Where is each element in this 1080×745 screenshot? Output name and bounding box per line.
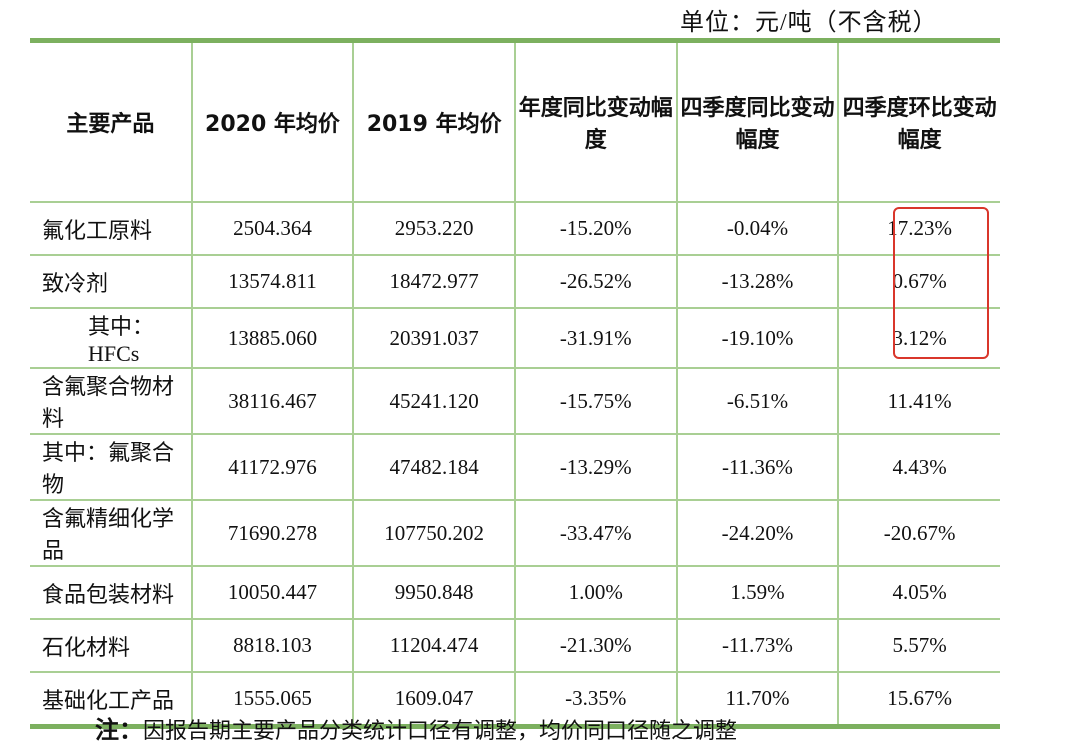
table-cell: -13.29% — [513, 433, 678, 501]
table-cell: 含氟精细化学品 — [30, 499, 193, 567]
header-text: 2020 年均价 — [205, 112, 340, 137]
header-cell: 年度同比变动幅度 — [513, 39, 678, 203]
table-cell: 含氟聚合物材料 — [30, 367, 193, 435]
table-cell: 38116.467 — [190, 367, 355, 435]
note-label: 注： — [95, 716, 143, 744]
table-cell: 10050.447 — [190, 565, 355, 620]
table-cell: -11.73% — [675, 618, 840, 673]
table-cell: 13885.060 — [190, 307, 355, 369]
table-cell: 15.67% — [837, 671, 1000, 728]
table-cell: -33.47% — [513, 499, 678, 567]
header-cell: 2019 年均价 — [352, 39, 516, 203]
highlight-box — [893, 207, 989, 359]
table-cell: 其中：氟聚合物 — [30, 433, 193, 501]
table-cell: 17.23% — [837, 201, 1000, 256]
table-cell: 1.59% — [675, 565, 840, 620]
table-cell: -6.51% — [675, 367, 840, 435]
header-cell: 四季度环比变动幅度 — [837, 39, 1000, 203]
header-row: 主要产品 2020 年均价 2019 年均价 年度同比变动幅度 四季度同比变动幅度 四季度… — [30, 39, 1000, 203]
table-cell: -3.35% — [513, 671, 678, 728]
table-cell: -31.91% — [513, 307, 678, 369]
table-cell: 8818.103 — [190, 618, 355, 673]
table-row: 其中：氟聚合物 41172.976 47482.184 -13.29% -11.36% 4… — [30, 433, 1000, 501]
table-row: 含氟精细化学品 71690.278 107750.202 -33.47% -24.20%… — [30, 499, 1000, 567]
header-text: 年度同比变动幅度 — [518, 96, 673, 153]
table-cell: 9950.848 — [352, 565, 516, 620]
note: 注：因报告期主要产品分类统计口径有调整，均价同口径随之调整 — [95, 710, 737, 745]
table-cell: 5.57% — [837, 618, 1000, 673]
table-cell: -21.30% — [513, 618, 678, 673]
table-cell: 18472.977 — [352, 254, 516, 309]
table-cell: -15.75% — [513, 367, 678, 435]
table-row: 食品包装材料 10050.447 9950.848 1.00% 1.59% 4.05% — [30, 565, 1000, 620]
header-text: 四季度环比变动幅度 — [842, 96, 997, 153]
table-cell: 基础化工产品 — [30, 671, 193, 728]
table-cell: 1555.065 — [190, 671, 355, 728]
table-row: 含氟聚合物材料 38116.467 45241.120 -15.75% -6.51% 11… — [30, 367, 1000, 435]
table-cell: 4.43% — [837, 433, 1000, 501]
table-row: 致冷剂 13574.811 18472.977 -26.52% -13.28% 0.67% — [30, 254, 1000, 309]
unit-label: 单位：元/吨（不含税） — [680, 10, 938, 36]
table-cell: 食品包装材料 — [30, 565, 193, 620]
header-cell: 四季度同比变动幅度 — [675, 39, 840, 203]
table-cell: -24.20% — [675, 499, 840, 567]
header-text: 主要产品 — [66, 112, 155, 137]
table-cell: 13574.811 — [190, 254, 355, 309]
table-cell: 氟化工原料 — [30, 201, 193, 256]
table-cell: 2953.220 — [352, 201, 516, 256]
table-cell: 45241.120 — [352, 367, 516, 435]
table-cell: 71690.278 — [190, 499, 355, 567]
table-cell: 41172.976 — [190, 433, 355, 501]
table-cell: -13.28% — [675, 254, 840, 309]
table-cell: 石化材料 — [30, 618, 193, 673]
table-cell: -20.67% — [837, 499, 1000, 567]
table-cell: 11204.474 — [352, 618, 516, 673]
header-text: 四季度同比变动幅度 — [680, 96, 835, 153]
table-row: 氟化工原料 2504.364 2953.220 -15.20% -0.04% 17.23% — [30, 201, 1000, 256]
table-cell: -26.52% — [513, 254, 678, 309]
table-cell: -15.20% — [513, 201, 678, 256]
table-cell: -19.10% — [675, 307, 840, 369]
table-cell: 0.67% — [837, 254, 1000, 309]
table-cell: 其中：HFCs — [30, 307, 193, 369]
table-row: 其中：HFCs 13885.060 20391.037 -31.91% -19.10% 3… — [30, 307, 1000, 369]
table-cell: 1.00% — [513, 565, 678, 620]
table-cell: 1609.047 — [352, 671, 516, 728]
table-cell: 47482.184 — [352, 433, 516, 501]
table-row: 石化材料 8818.103 11204.474 -21.30% -11.73% 5.57% — [30, 618, 1000, 673]
table-cell: -0.04% — [675, 201, 840, 256]
table-cell: -11.36% — [675, 433, 840, 501]
header-cell: 2020 年均价 — [190, 39, 355, 203]
table-cell: 4.05% — [837, 565, 1000, 620]
table-cell: 2504.364 — [190, 201, 355, 256]
table-body: 氟化工原料 2504.364 2953.220 -15.20% -0.04% 17.23%… — [30, 201, 1000, 728]
table-cell: 11.70% — [675, 671, 840, 728]
header-text: 2019 年均价 — [366, 112, 502, 137]
price-table: 主要产品 2020 年均价 2019 年均价 年度同比变动幅度 四季度同比变动幅度 四季度… — [30, 38, 1000, 729]
table-cell: 致冷剂 — [30, 254, 193, 309]
table-cell: 11.41% — [837, 367, 1000, 435]
table-cell: 107750.202 — [352, 499, 516, 567]
header-cell: 主要产品 — [30, 39, 193, 203]
table-cell: 20391.037 — [352, 307, 516, 369]
table-row: 基础化工产品 1555.065 1609.047 -3.35% 11.70% 15.67% — [30, 671, 1000, 728]
